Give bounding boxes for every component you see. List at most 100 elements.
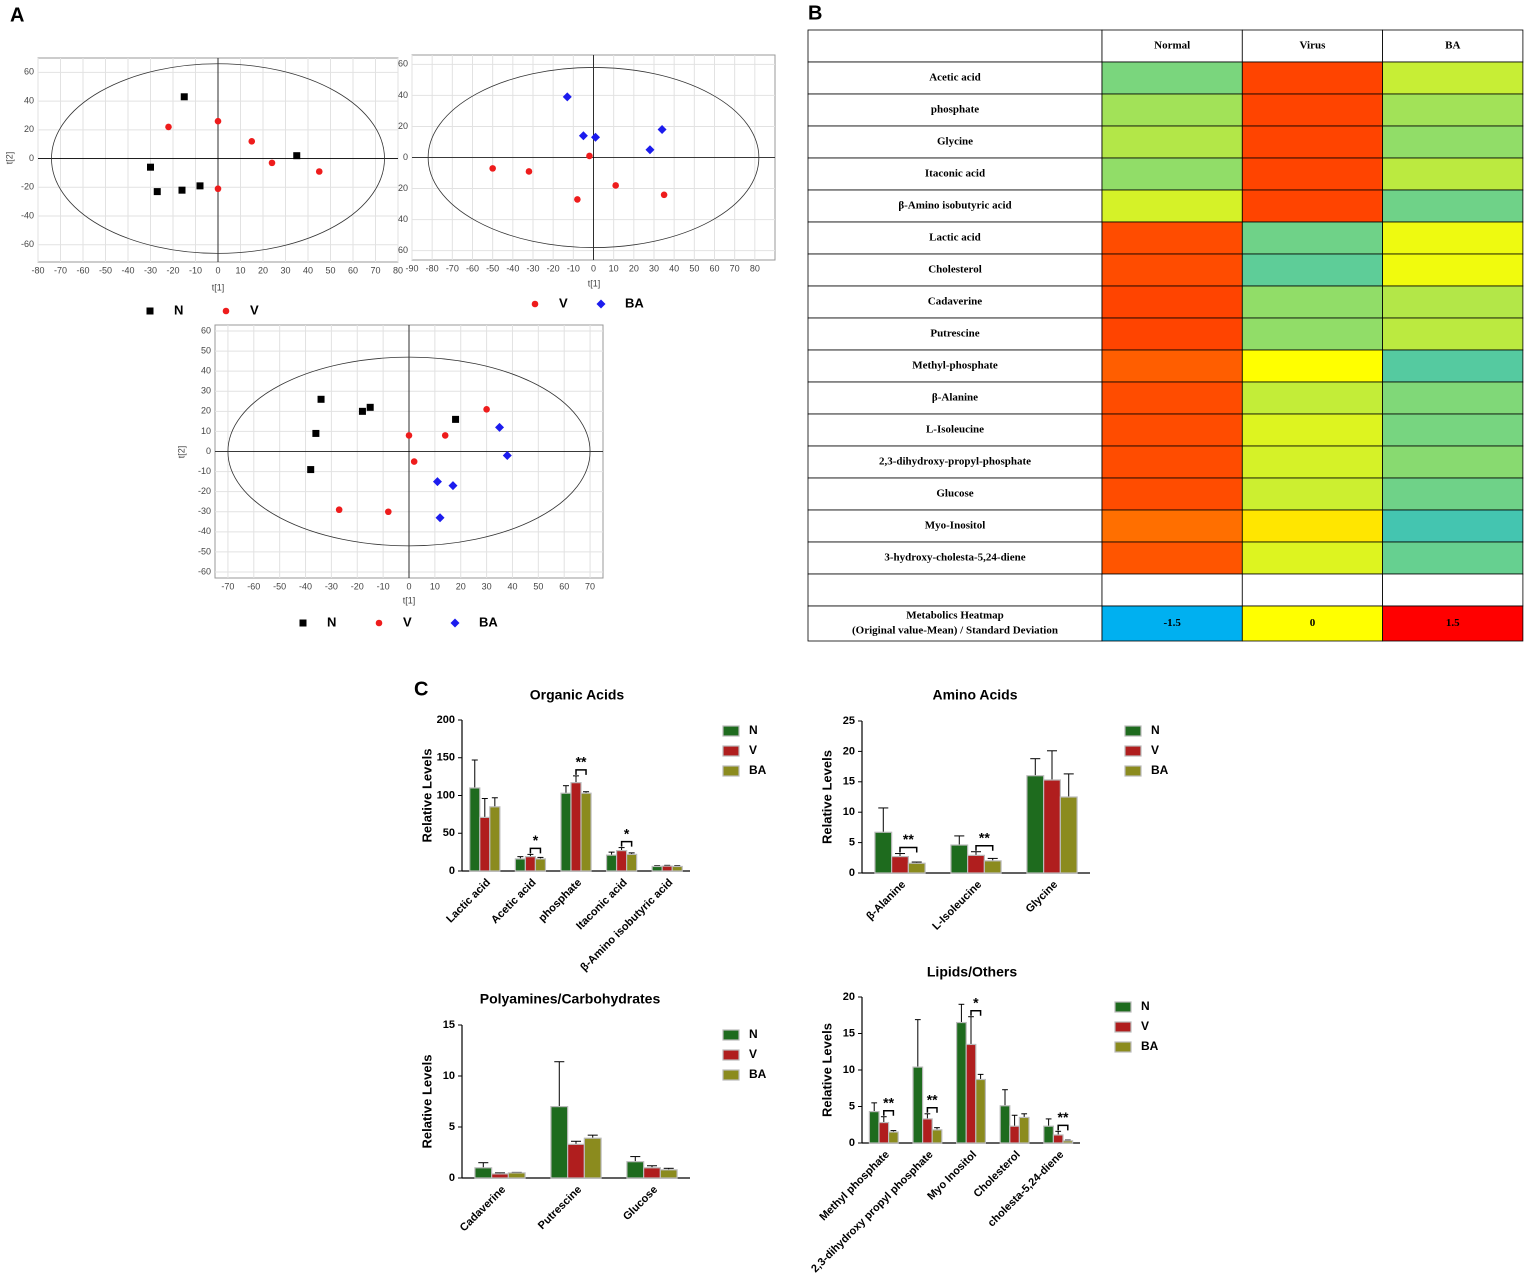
x-tick-label: -80 [31, 265, 44, 275]
legend-swatch [1114, 1001, 1132, 1013]
point [165, 123, 172, 131]
bar [507, 1172, 526, 1179]
point [178, 186, 186, 194]
row-label: Cadaverine [928, 296, 983, 308]
bar [580, 792, 592, 872]
y-tick-label: -10 [198, 466, 211, 476]
header-cell [1101, 29, 1243, 63]
legend-label: BA [749, 763, 767, 777]
significance-label: ** [1058, 1109, 1069, 1125]
y-axis-label: Relative Levels [819, 1023, 834, 1117]
legend-marker [222, 307, 230, 315]
bar [1052, 1134, 1064, 1144]
chart-title: Organic Acids [530, 687, 625, 703]
bar [567, 1143, 585, 1179]
legend-swatch [722, 765, 740, 777]
legend-title: (Original value-Mean) / Standard Deviati… [852, 625, 1058, 637]
row-label: Cholesterol [928, 264, 982, 276]
point [268, 159, 276, 167]
x-tick-label: -60 [247, 581, 260, 591]
row-label-cell [807, 93, 1103, 127]
x-tick-label: -10 [189, 265, 202, 275]
bar [615, 850, 628, 872]
heat-cell [1382, 541, 1524, 575]
legend-label: N [749, 723, 758, 737]
legend-swatch [722, 725, 740, 737]
row-label: phosphate [931, 104, 979, 116]
x-tick-label: 0 [406, 581, 411, 591]
row-label-cell [807, 445, 1103, 479]
y-tick-label: 0 [849, 1137, 855, 1149]
significance-label: ** [883, 1094, 894, 1110]
legend-swatch [722, 1049, 740, 1061]
x-tick-label: -20 [547, 263, 560, 273]
bar [983, 860, 1002, 874]
y-tick-label: 15 [443, 1019, 455, 1031]
bar [626, 1161, 645, 1179]
y-tick-label: 20 [24, 124, 34, 134]
bar [626, 853, 638, 872]
heat-cell [1241, 221, 1384, 255]
point [591, 132, 601, 142]
heat-cell [1101, 157, 1243, 191]
legend-label: BA [625, 295, 644, 310]
y-tick-label: 60 [201, 325, 211, 335]
row-label-cell [807, 61, 1103, 95]
row-label: Acetic acid [929, 72, 981, 84]
x-tick-label: 0 [215, 265, 220, 275]
y-tick-label: 10 [843, 1064, 855, 1076]
legend-label: N [327, 614, 336, 629]
blank-cell [1382, 573, 1524, 607]
legend-swatch [1241, 605, 1384, 642]
point [214, 117, 222, 125]
heat-cell [1241, 477, 1384, 511]
chart-title: Polyamines/Carbohydrates [480, 991, 661, 1007]
x-tick-label: -30 [144, 265, 157, 275]
bar [583, 1137, 602, 1179]
heat-cell [1101, 61, 1243, 95]
y-tick-label: 100 [437, 789, 455, 801]
x-tick-label: -30 [325, 581, 338, 591]
row-label-cell [807, 349, 1103, 383]
heat-cell [1241, 285, 1384, 319]
y-tick-label: 40 [24, 95, 34, 105]
bar [491, 1173, 509, 1179]
x-tick-label: 30 [280, 265, 290, 275]
chart-title: Lipids/Others [927, 964, 1017, 980]
point [366, 403, 374, 411]
y-tick-label: 5 [849, 1100, 855, 1112]
row-label: β-Alanine [932, 392, 978, 404]
significance-label: ** [576, 754, 587, 770]
significance-label: * [973, 994, 979, 1010]
legend-value: -1.5 [1163, 617, 1181, 629]
row-label-cell [807, 125, 1103, 159]
row-label-cell [807, 253, 1103, 287]
y-tick-label: -50 [198, 546, 211, 556]
significance-label: * [624, 825, 630, 841]
row-label: Lactic acid [929, 232, 981, 244]
chart-title: Amino Acids [932, 687, 1017, 703]
heat-cell [1382, 445, 1524, 479]
y-tick-label: 60 [398, 245, 408, 255]
legend-swatch [722, 1029, 740, 1041]
legend-label: BA [1141, 1039, 1159, 1053]
heat-cell [1241, 541, 1384, 575]
x-tick-label: -70 [446, 263, 459, 273]
legend-marker [531, 300, 539, 308]
heat-cell [1241, 61, 1384, 95]
y-tick-label: 200 [437, 714, 455, 726]
bar [999, 1105, 1011, 1144]
y-tick-label: 10 [843, 806, 855, 818]
bar [514, 858, 526, 872]
y-tick-label: 60 [398, 59, 408, 69]
bar [651, 865, 663, 872]
heat-cell [1241, 381, 1384, 415]
point [495, 422, 505, 432]
x-tick-label: -50 [273, 581, 286, 591]
bar [659, 1169, 678, 1179]
point [483, 406, 490, 413]
point [315, 168, 323, 175]
x-tick-label: -80 [426, 263, 439, 273]
row-label: 2,3-dihydroxy-propyl-phosphate [879, 456, 1031, 468]
